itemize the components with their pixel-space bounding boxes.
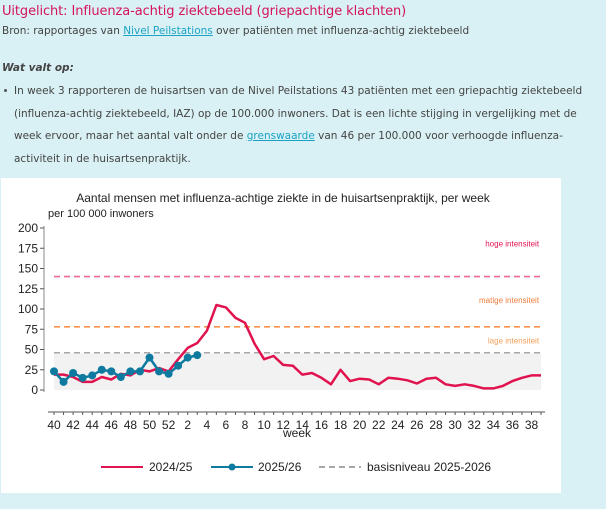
data-point-2025-26-week-46 bbox=[107, 367, 116, 376]
x-tick-label-10: 10 bbox=[257, 418, 271, 432]
bullet-item: In week 3 rapporteren de huisartsen van … bbox=[2, 80, 592, 170]
y-tick-label-50: 50 bbox=[25, 343, 39, 357]
data-point-2025-26-week-2 bbox=[183, 353, 192, 362]
data-point-2025-26-week-47 bbox=[116, 373, 125, 382]
data-point-2025-26-week-50 bbox=[145, 353, 154, 362]
x-tick-label-26: 26 bbox=[410, 418, 424, 432]
x-tick-label-42: 42 bbox=[66, 418, 80, 432]
x-tick-label-32: 32 bbox=[468, 418, 482, 432]
x-tick-label-22: 22 bbox=[372, 418, 386, 432]
x-tick-label-36: 36 bbox=[506, 418, 520, 432]
data-point-2025-26-week-40 bbox=[50, 367, 58, 376]
data-point-2025-26-week-42 bbox=[69, 368, 78, 377]
y-axis-label: per 100 000 inwoners bbox=[48, 208, 154, 220]
bullet-text-2: van 46 per 100.000 voor verhoogde influe… bbox=[14, 130, 563, 165]
legend-label-2025-26: 2025/26 bbox=[258, 460, 302, 474]
data-point-2025-26-week-49 bbox=[135, 367, 144, 376]
x-tick-label-8: 8 bbox=[242, 418, 249, 432]
data-point-2025-26-week-44 bbox=[88, 371, 97, 380]
x-tick-label-30: 30 bbox=[448, 418, 462, 432]
legend-marker-2025-26 bbox=[228, 463, 236, 471]
data-point-2025-26-week-45 bbox=[97, 365, 106, 374]
y-tick-label-100: 100 bbox=[18, 302, 38, 316]
x-tick-label-16: 16 bbox=[315, 418, 329, 432]
reference-label-hoge-intensiteit: hoge intensiteit bbox=[485, 240, 540, 249]
bullet-text-1: In week 3 rapporteren de huisartsen van … bbox=[14, 85, 583, 142]
x-tick-label-2: 2 bbox=[184, 418, 191, 432]
legend-label-basisniveau: basisniveau 2025-2026 bbox=[367, 460, 491, 474]
x-axis-label: week bbox=[282, 426, 312, 440]
data-point-2025-26-week-3 bbox=[193, 351, 202, 360]
reference-label-matige-intensiteit: matige intensiteit bbox=[479, 296, 540, 305]
y-tick-label-175: 175 bbox=[18, 241, 38, 255]
x-tick-label-50: 50 bbox=[143, 418, 157, 432]
x-tick-label-4: 4 bbox=[203, 418, 210, 432]
y-tick-label-125: 125 bbox=[18, 282, 38, 296]
x-tick-label-28: 28 bbox=[429, 418, 443, 432]
series-line-2025-26 bbox=[53, 353, 198, 384]
x-tick-label-44: 44 bbox=[86, 418, 100, 432]
x-tick-label-18: 18 bbox=[334, 418, 348, 432]
x-tick-label-46: 46 bbox=[105, 418, 119, 432]
data-point-2025-26-week-48 bbox=[126, 367, 135, 376]
reference-label-lage-intensiteit: lage intensiteit bbox=[488, 337, 540, 346]
legend-label-2024-25: 2024/25 bbox=[149, 460, 193, 474]
plot-area: lage intensiteit matige intensiteit hoge i… bbox=[18, 221, 546, 432]
data-point-2025-26-week-43 bbox=[78, 373, 87, 382]
x-tick-label-6: 6 bbox=[223, 418, 230, 432]
influenza-chart: Aantal mensen met influenza-achtige ziek… bbox=[18, 191, 546, 474]
y-tick-label-200: 200 bbox=[18, 221, 38, 235]
x-tick-label-38: 38 bbox=[525, 418, 539, 432]
subheading: Wat valt op: bbox=[2, 62, 74, 74]
section-title: Uitgelicht: Influenza-achtig ziektebeeld… bbox=[2, 4, 407, 19]
x-tick-label-34: 34 bbox=[487, 418, 501, 432]
y-tick-label-0: 0 bbox=[31, 383, 38, 397]
chart-card: Aantal mensen met influenza-achtige ziek… bbox=[1, 178, 561, 493]
nivel-peilstations-link[interactable]: Nivel Peilstations bbox=[123, 25, 213, 37]
x-tick-label-12: 12 bbox=[277, 418, 291, 432]
x-tick-label-14: 14 bbox=[296, 418, 310, 432]
x-tick-label-48: 48 bbox=[124, 418, 138, 432]
source-line: Bron: rapportages van Nivel Peilstations… bbox=[2, 25, 469, 37]
y-tick-label-75: 75 bbox=[25, 322, 39, 336]
data-point-2025-26-week-52 bbox=[164, 369, 173, 378]
x-tick-label-40: 40 bbox=[47, 418, 61, 432]
source-prefix: Bron: rapportages van bbox=[2, 25, 124, 37]
x-tick-label-52: 52 bbox=[162, 418, 176, 432]
x-tick-label-24: 24 bbox=[391, 418, 405, 432]
data-point-2025-26-week-41 bbox=[59, 377, 68, 386]
bullet-list: In week 3 rapporteren de huisartsen van … bbox=[2, 80, 592, 170]
y-tick-label-150: 150 bbox=[18, 262, 38, 276]
source-suffix: over patiënten met influenza-achtig ziek… bbox=[212, 25, 470, 37]
data-point-2025-26-week-1 bbox=[174, 361, 183, 370]
data-point-2025-26-week-51 bbox=[155, 367, 164, 376]
y-tick-label-25: 25 bbox=[25, 363, 39, 377]
x-tick-label-20: 20 bbox=[353, 418, 367, 432]
legend: 2024/25 2025/26 basisniveau 2025-2026 bbox=[101, 460, 491, 474]
chart-title: Aantal mensen met influenza-achtige ziek… bbox=[76, 191, 491, 205]
grenswaarde-link[interactable]: grenswaarde bbox=[246, 130, 315, 142]
